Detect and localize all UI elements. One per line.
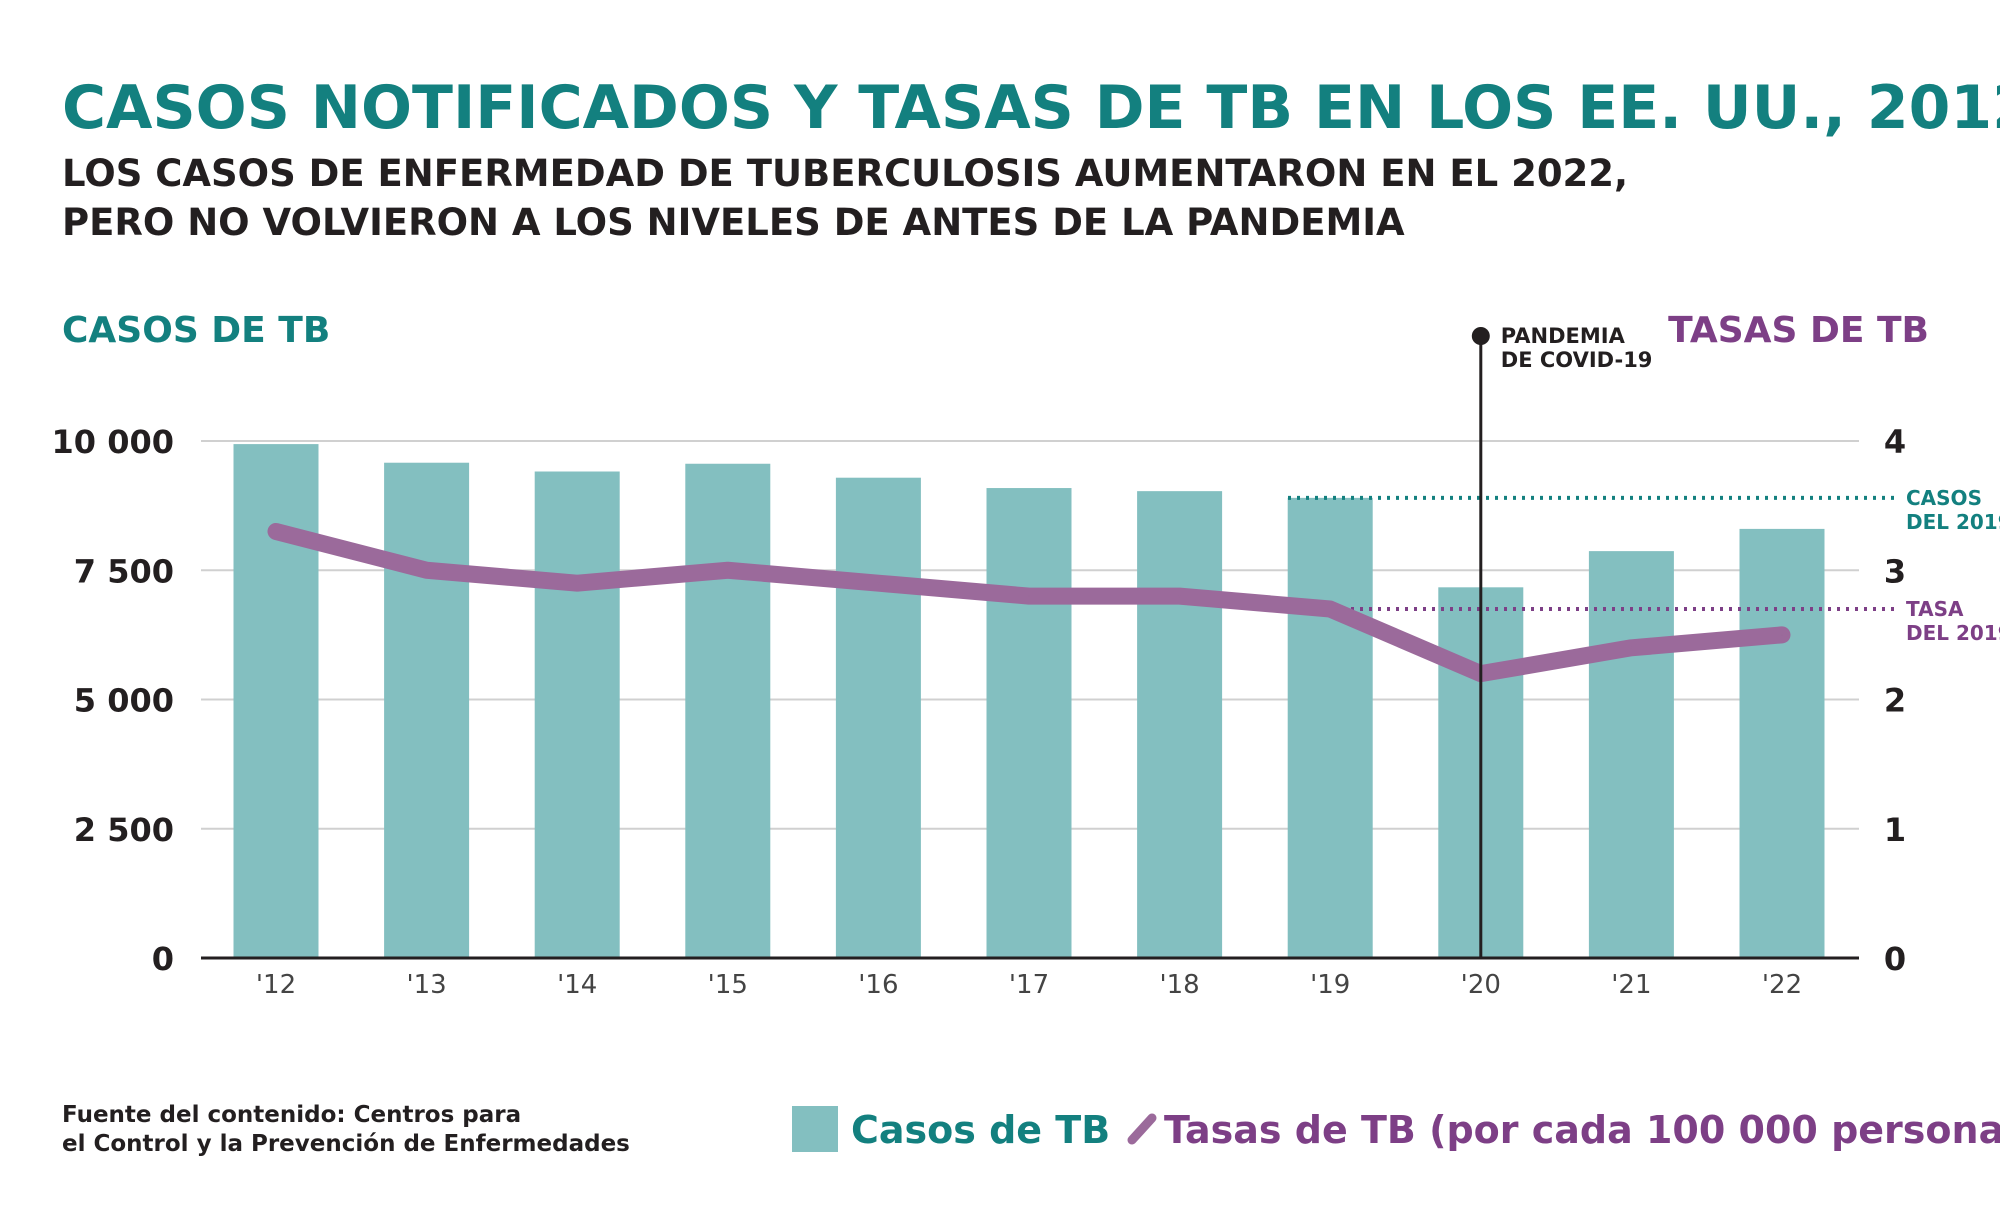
rate-point bbox=[576, 582, 579, 585]
chart-title: CASOS NOTIFICADOS Y TASAS DE TB EN LOS E… bbox=[62, 73, 2000, 143]
legend-line-label: Tasas de TB (por cada 100 000 personas) bbox=[1164, 1108, 2000, 1152]
bar-cases bbox=[1588, 551, 1674, 958]
rate-point bbox=[877, 582, 880, 585]
rate-2019-label: DEL 2019 bbox=[1906, 621, 2000, 645]
rate-point bbox=[726, 569, 729, 572]
bar-cases bbox=[534, 471, 620, 958]
bar-cases bbox=[384, 462, 470, 958]
rate-point bbox=[425, 569, 428, 572]
right-axis-title: TASAS DE TB bbox=[1668, 310, 1929, 351]
source-line-1: Fuente del contenido: Centros para bbox=[62, 1102, 521, 1128]
left-tick-label: 10 000 bbox=[52, 423, 174, 461]
left-tick-label: 7 500 bbox=[74, 552, 174, 590]
x-tick-label: '21 bbox=[1611, 970, 1651, 1000]
left-axis-title: CASOS DE TB bbox=[62, 310, 330, 351]
x-tick-label: '19 bbox=[1310, 970, 1350, 1000]
rate-point bbox=[1178, 595, 1181, 598]
rate-point bbox=[1028, 595, 1030, 598]
bar-cases bbox=[1287, 497, 1373, 958]
right-tick-label: 4 bbox=[1884, 423, 1906, 461]
pandemic-marker-dot bbox=[1471, 327, 1490, 345]
rate-point bbox=[275, 530, 277, 533]
pandemic-label: DE COVID-19 bbox=[1501, 348, 1653, 372]
left-tick-label: 0 bbox=[152, 940, 174, 978]
x-tick-label: '15 bbox=[708, 970, 748, 1000]
bar-cases bbox=[685, 463, 771, 958]
bar-cases bbox=[1739, 528, 1825, 958]
bar-cases bbox=[233, 444, 319, 958]
bar-cases bbox=[1137, 491, 1223, 958]
left-tick-label: 5 000 bbox=[74, 682, 174, 720]
rate-point bbox=[1329, 608, 1332, 611]
pandemic-label: PANDEMIA bbox=[1501, 324, 1626, 348]
legend-bar-swatch bbox=[792, 1106, 838, 1152]
cases-2019-label: DEL 2019 bbox=[1906, 510, 2000, 534]
x-tick-label: '18 bbox=[1159, 970, 1199, 1000]
right-tick-label: 3 bbox=[1884, 552, 1906, 590]
x-tick-label: '16 bbox=[858, 970, 898, 1000]
left-tick-label: 2 500 bbox=[74, 811, 174, 849]
rate-point bbox=[1630, 646, 1633, 649]
rate-2019-label: TASA bbox=[1906, 597, 1964, 621]
x-tick-label: '12 bbox=[256, 970, 296, 1000]
x-tick-label: '14 bbox=[557, 970, 597, 1000]
source-line-2: el Control y la Prevención de Enfermedad… bbox=[62, 1131, 630, 1157]
right-tick-label: 0 bbox=[1884, 940, 1906, 978]
chart-subtitle-1: LOS CASOS DE ENFERMEDAD DE TUBERCULOSIS … bbox=[62, 152, 1628, 195]
right-tick-label: 1 bbox=[1884, 811, 1906, 849]
legend-bar-label: Casos de TB bbox=[851, 1108, 1110, 1152]
x-tick-label: '22 bbox=[1762, 970, 1802, 1000]
x-tick-label: '13 bbox=[406, 970, 446, 1000]
legend-line-swatch bbox=[1127, 1113, 1157, 1145]
right-tick-label: 2 bbox=[1884, 682, 1906, 720]
x-tick-label: '20 bbox=[1461, 970, 1501, 1000]
bar-cases bbox=[835, 477, 921, 958]
chart-subtitle-2: PERO NO VOLVIERON A LOS NIVELES DE ANTES… bbox=[62, 201, 1405, 244]
x-tick-label: '17 bbox=[1009, 970, 1049, 1000]
rate-point bbox=[1781, 633, 1783, 636]
cases-2019-label: CASOS bbox=[1906, 486, 1982, 510]
bar-cases bbox=[986, 488, 1072, 958]
